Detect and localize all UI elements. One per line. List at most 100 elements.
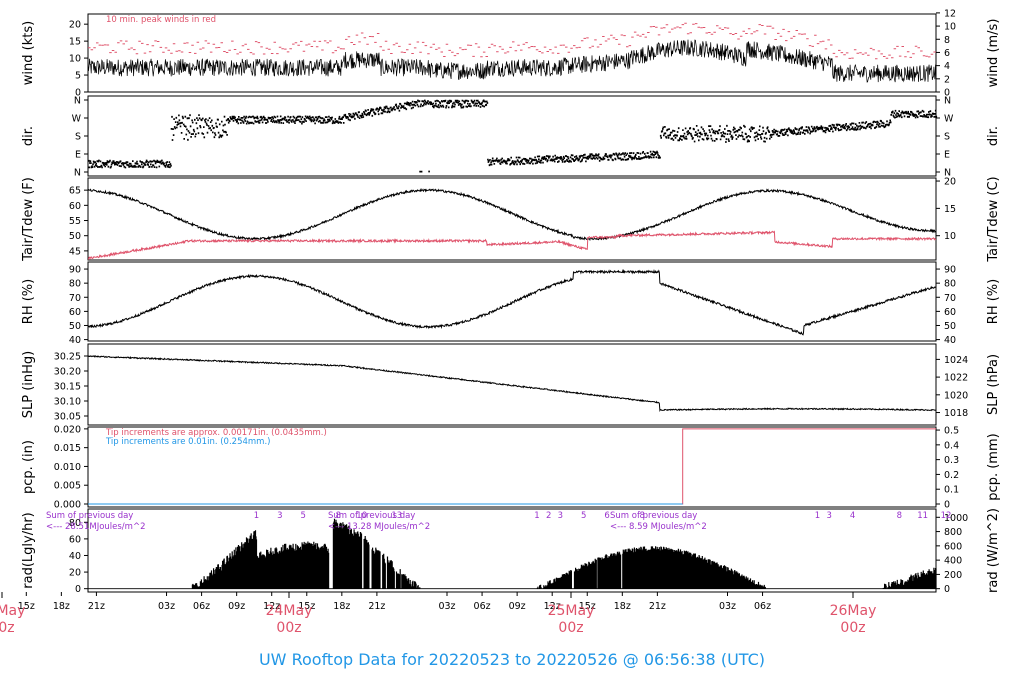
rad-ytick-label-right: 600 xyxy=(944,541,962,552)
x-day-label: 26May xyxy=(830,603,877,619)
rad-sum-value: <--- 13.28 MJoules/m^2 xyxy=(328,522,430,532)
pcp-ytick-label-left: 0.000 xyxy=(54,499,81,510)
rh-ytick-label-right: 40 xyxy=(944,335,956,346)
rad-ytick-label-left: 60 xyxy=(69,534,81,545)
x-tick-label: 18z xyxy=(614,601,631,612)
wind-ytick-label-right: 2 xyxy=(944,74,950,85)
rad-series xyxy=(191,518,937,589)
pcp-panel-frame xyxy=(87,426,937,508)
rad-hour-marker: 8 xyxy=(336,511,341,521)
rad-hour-marker: 3 xyxy=(826,511,831,521)
wind-ylabel-right: wind (m/s) xyxy=(986,19,1001,88)
rad-ytick-label-left: 40 xyxy=(69,551,81,562)
temp-ytick-label-left: 45 xyxy=(69,246,81,257)
pcp-ylabel-right: pcp. (mm) xyxy=(986,433,1001,500)
x-tick-label: 03z xyxy=(158,601,175,612)
wind-ylabel-left: wind (kts) xyxy=(21,21,36,85)
rh-ytick-label-left: 60 xyxy=(69,307,81,318)
x-tick-label: 09z xyxy=(228,601,245,612)
slp-ylabel-right: SLP (hPa) xyxy=(986,354,1001,415)
temp-ytick-label-left: 55 xyxy=(69,216,81,227)
dir-ytick-label-left: S xyxy=(75,132,81,143)
x-tick-label: 21z xyxy=(88,601,105,612)
wind-peak-marks xyxy=(88,22,936,60)
x-day-time: 00z xyxy=(840,620,865,636)
pcp-annotation-1: Tip increments are approx. 0.00171in. (0… xyxy=(105,428,327,438)
pcp-ylabel-left: pcp. (in) xyxy=(21,440,36,494)
x-tick-label: 15z xyxy=(298,601,315,612)
rad-ytick-label-right: 0 xyxy=(944,584,950,595)
rad-hour-marker: 8 xyxy=(639,511,644,521)
rad-hour-marker: 1 xyxy=(254,511,259,521)
pcp-ytick-label-right: 0.2 xyxy=(944,470,959,481)
tdew-series xyxy=(87,230,937,261)
slp-ytick-label-right: 1024 xyxy=(944,355,968,366)
rad-hour-marker: 5 xyxy=(581,511,586,521)
pcp-ytick-label-left: 0.015 xyxy=(54,443,81,454)
temp-ytick-label-left: 50 xyxy=(69,231,81,242)
rad-hour-marker: 13 xyxy=(391,511,402,521)
rad-hour-marker: 3 xyxy=(277,511,282,521)
wind-ytick-label-right: 10 xyxy=(944,22,956,33)
rad-hour-marker: 6 xyxy=(604,511,609,521)
x-tick-label: 12z xyxy=(263,601,280,612)
temp-ylabel-right: Tair/Tdew (C) xyxy=(986,176,1001,262)
x-tick-label: 09z xyxy=(509,601,526,612)
dir-ytick-label-right: W xyxy=(944,114,954,125)
dir-ytick-label-left: W xyxy=(72,114,82,125)
rad-hour-marker: 4 xyxy=(850,511,855,521)
pcp-ytick-label-right: 0.3 xyxy=(944,455,959,466)
slp-ytick-label-left: 30.10 xyxy=(54,397,81,408)
figure-title: UW Rooftop Data for 20220523 to 20220526… xyxy=(259,650,765,669)
rad-ytick-label-right: 200 xyxy=(944,570,962,581)
temp-ytick-label-left: 65 xyxy=(69,186,81,197)
x-tick-label: 15z xyxy=(579,601,596,612)
wind-ytick-label-left: 15 xyxy=(69,37,81,48)
rad-hour-marker: 10 xyxy=(356,511,367,521)
x-tick-label: 03z xyxy=(719,601,736,612)
slp-ytick-label-left: 30.05 xyxy=(54,412,81,423)
slp-panel-frame xyxy=(87,343,937,426)
rh-ytick-label-left: 50 xyxy=(69,321,81,332)
rad-ylabel-right: rad (W/m^2) xyxy=(986,508,1001,593)
wind-annotation: 10 min. peak winds in red xyxy=(106,15,216,25)
x-tick-label: 06z xyxy=(193,601,210,612)
x-tick-label: 06z xyxy=(754,601,771,612)
rh-ytick-label-left: 90 xyxy=(69,265,81,276)
wind-ytick-label-right: 8 xyxy=(944,35,950,46)
wind-ytick-label-right: 4 xyxy=(944,61,950,72)
pcp-ytick-label-left: 0.010 xyxy=(54,462,81,473)
rad-sum-value: <--- 28.51MJoules/m^2 xyxy=(46,522,145,532)
dir-marks xyxy=(88,99,938,173)
x-tick-label: 21z xyxy=(368,601,385,612)
rh-ytick-label-right: 70 xyxy=(944,293,956,304)
rh-series xyxy=(87,268,937,336)
dir-ylabel-right: dir. xyxy=(986,126,1001,146)
x-day-label: 25May xyxy=(548,603,595,619)
rad-hour-marker: 1 xyxy=(815,511,820,521)
slp-series xyxy=(87,355,937,413)
x-tick-label: 12z xyxy=(544,601,561,612)
rad-ytick-label-right: 800 xyxy=(944,527,962,538)
x-tick-label: 21z xyxy=(649,601,666,612)
x-tick-label: 18z xyxy=(333,601,350,612)
x-day-time: 00z xyxy=(558,620,583,636)
slp-ytick-label-right: 1020 xyxy=(944,390,968,401)
rh-ylabel-left: RH (%) xyxy=(21,279,36,324)
rh-ytick-label-right: 80 xyxy=(944,279,956,290)
dir-ytick-label-left: N xyxy=(74,96,81,107)
x-tick-label: 06z xyxy=(474,601,491,612)
rad-hour-marker: 2 xyxy=(546,511,551,521)
slp-ytick-label-right: 1022 xyxy=(944,373,968,384)
dir-ytick-label-right: E xyxy=(944,150,950,161)
pcp-annotation-2: Tip increments are 0.01in. (0.254mm.) xyxy=(105,437,270,447)
wind-ytick-label-left: 5 xyxy=(75,71,81,82)
rad-hour-marker: 5 xyxy=(301,511,306,521)
wind-ytick-label-left: 0 xyxy=(75,88,81,99)
temp-ylabel-left: Tair/Tdew (F) xyxy=(21,177,36,262)
rh-ytick-label-right: 90 xyxy=(944,265,956,276)
slp-ytick-label-left: 30.25 xyxy=(54,352,81,363)
wind-ytick-label-right: 6 xyxy=(944,48,950,59)
rad-ytick-label-left: 20 xyxy=(69,568,81,579)
